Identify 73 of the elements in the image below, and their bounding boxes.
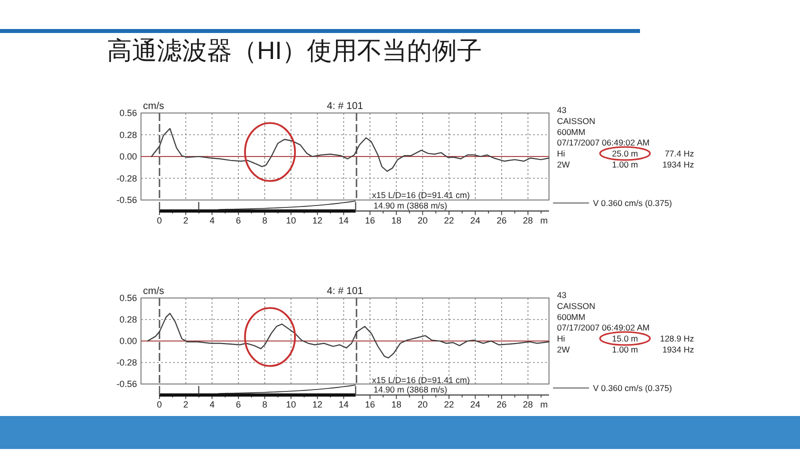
text: CAISSON [557, 301, 596, 311]
text: 2W [557, 344, 570, 354]
x-tick-label: 20 [418, 216, 428, 226]
y-tick-label: 0.56 [119, 293, 137, 303]
text: 128.9 Hz [660, 334, 694, 344]
x-tick-label: 24 [470, 216, 480, 226]
y-tick-label: -0.28 [116, 173, 137, 184]
x-tick-label: 16 [365, 400, 376, 410]
x-tick-label: 26 [496, 216, 507, 226]
x-tick-label: 22 [444, 400, 454, 410]
x-tick-label: 0 [156, 216, 162, 226]
x-tick-label: 12 [312, 216, 322, 226]
text: 1934 Hz [662, 160, 694, 170]
x-tick-label: 20 [418, 400, 428, 410]
y-tick-label: -0.56 [116, 379, 137, 389]
text: 07/17/2007 06:49:02 AM [557, 138, 650, 148]
chart-title: 4: # 101 [326, 286, 364, 297]
annotation: x15 L/D=16 (D=91.41 cm) [372, 190, 470, 200]
text: 15.0 m [612, 334, 638, 344]
x-tick-label: 6 [236, 400, 241, 410]
ref-line-label: 14.90 m (3868 m/s) [374, 200, 448, 210]
x-tick-label: 28 [522, 216, 533, 226]
y-tick-label: 0.00 [119, 152, 137, 162]
text: Hi [557, 334, 566, 344]
x-tick-label: 8 [262, 216, 268, 226]
x-tick-label: 4 [210, 400, 215, 410]
x-tick-label: 18 [391, 400, 402, 410]
x-tick-label: 0 [156, 400, 162, 410]
y-tick-label: 0.56 [119, 108, 137, 118]
ref-line-label: 14.90 m (3868 m/s) [374, 384, 448, 394]
y-tick-label: -0.56 [116, 195, 137, 205]
text: Hi [557, 148, 566, 158]
text: 25.0 m [612, 148, 638, 158]
annotation: x15 L/D=16 (D=91.41 cm) [372, 375, 470, 385]
x-tick-label: 14 [338, 216, 349, 226]
text: 07/17/2007 06:49:02 AM [557, 322, 650, 332]
x-tick-label: 6 [236, 216, 241, 226]
y-tick-label: 0.00 [119, 336, 137, 346]
text: 1934 Hz [662, 344, 694, 354]
text: 77.4 Hz [664, 148, 694, 158]
x-tick-label: 2 [183, 216, 188, 226]
y-tick-label: 0.28 [119, 130, 137, 140]
x-tick-label: 4 [210, 216, 215, 226]
x-tick-label: 10 [286, 216, 296, 226]
text: 43 [557, 105, 567, 115]
text: CAISSON [557, 116, 596, 126]
text: 600MM [557, 312, 586, 322]
x-tick-label: 22 [444, 216, 454, 226]
text: 1.00 m [612, 160, 638, 170]
chart-subtitle: 4: # 101 [326, 101, 364, 112]
x-tick-label: 8 [262, 400, 268, 410]
y-axis-title: cm/s [143, 286, 164, 297]
x-tick-label: 26 [496, 400, 507, 410]
x-axis-title: m [540, 400, 548, 410]
text: 600MM [557, 127, 586, 137]
x-axis-title: m [540, 216, 548, 226]
x-tick-label: 16 [365, 216, 376, 226]
text: 43 [557, 290, 567, 300]
chart-title: 高通滤波器（HI）使用不当的例子 [107, 37, 482, 65]
x-tick-label: 10 [286, 400, 296, 410]
y-tick-label: 0.28 [119, 314, 137, 324]
text: 1.00 m [612, 344, 638, 354]
x-tick-label: 18 [391, 216, 402, 226]
x-tick-label: 24 [470, 400, 480, 410]
x-tick-label: 12 [312, 400, 322, 410]
x-tick-label: 14 [338, 400, 349, 410]
x-tick-label: 28 [522, 400, 533, 410]
text: V 0.360 cm/s (0.375) [593, 383, 672, 393]
y-axis-title: cm/s [143, 101, 164, 112]
text: V 0.360 cm/s (0.375) [593, 198, 672, 208]
x-tick-label: 2 [183, 400, 188, 410]
y-tick-label: -0.28 [116, 358, 137, 368]
text: 2W [557, 160, 570, 170]
